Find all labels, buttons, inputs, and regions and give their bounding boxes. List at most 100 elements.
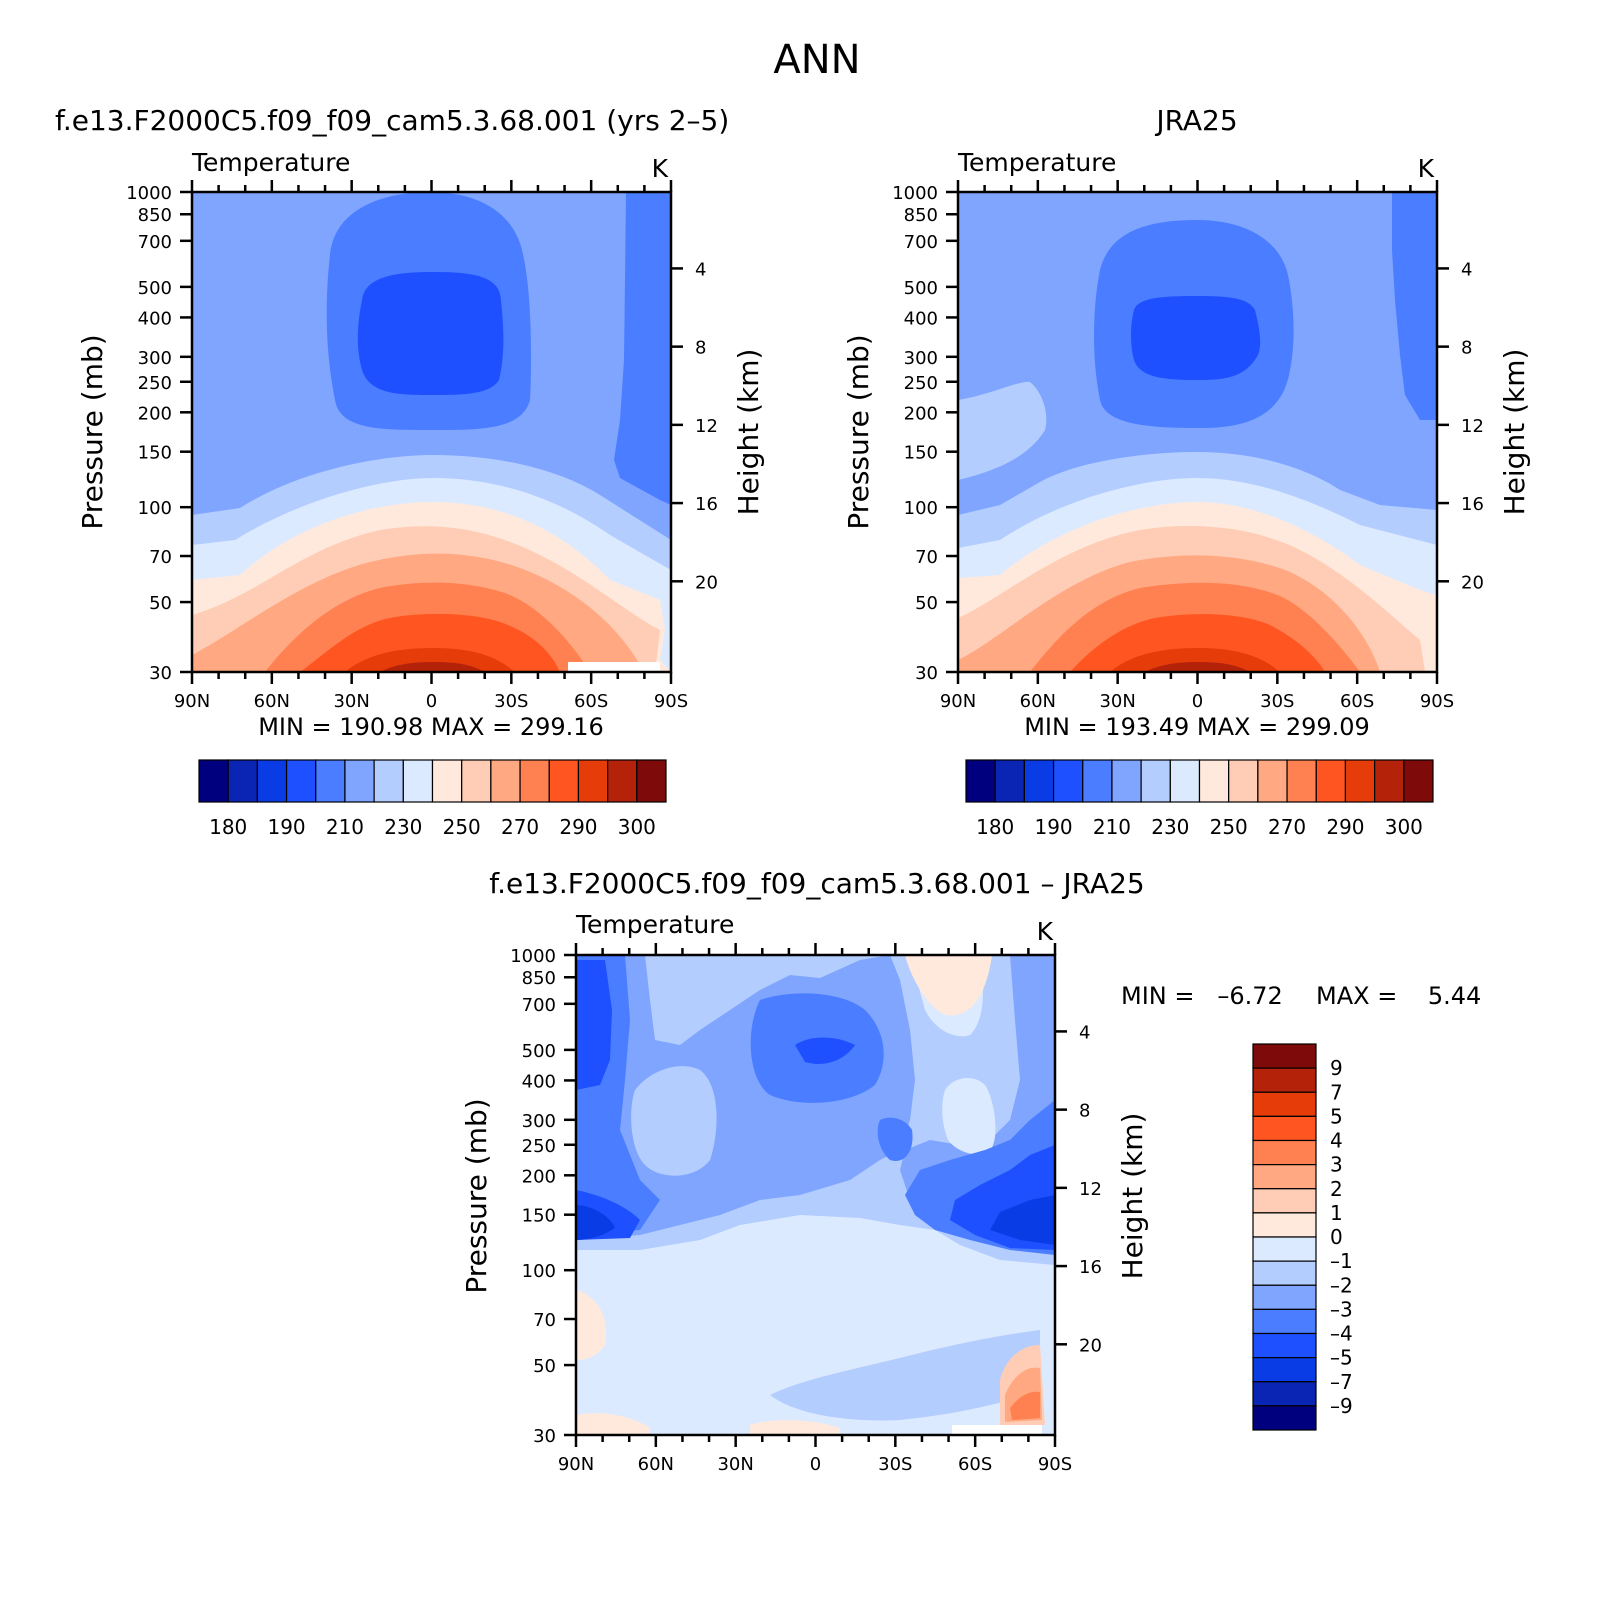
model-colorbar-swatch [287, 760, 316, 802]
model-y-right-tick-label: 8 [695, 338, 706, 359]
obs-y-right-tick-label: 12 [1461, 416, 1484, 437]
obs-contour-band [1131, 296, 1260, 380]
diff-y-right-tick-label: 12 [1079, 1179, 1102, 1200]
model-y-right-tick-label: 16 [695, 494, 718, 515]
model-y-axis-label: Pressure (mb) [76, 334, 109, 529]
model-y-tick-label: 200 [138, 403, 172, 424]
obs-y-tick-label: 250 [904, 373, 938, 394]
model-colorbar-label: 230 [384, 815, 422, 839]
diff-x-tick-label: 30S [878, 1454, 912, 1475]
diff-colorbar-swatch [1253, 1334, 1316, 1358]
diff-missing-data [952, 1425, 1042, 1435]
diff-colorbar-label: 0 [1330, 1225, 1343, 1249]
obs-y-right-tick-label: 4 [1461, 259, 1472, 280]
obs-x-tick-label: 0 [1192, 691, 1203, 712]
diff-subtitle-left: Temperature [575, 910, 734, 939]
obs-colorbar-swatch [1024, 760, 1053, 802]
obs-colorbar-swatch [1112, 760, 1141, 802]
model-y-tick-label: 850 [138, 205, 172, 226]
model-colorbar-swatch [608, 760, 637, 802]
model-colorbar-swatch [549, 760, 578, 802]
obs-x-tick-label: 60N [1020, 691, 1056, 712]
obs-colorbar-swatch [1316, 760, 1345, 802]
model-x-tick-label: 30N [333, 691, 369, 712]
diff-colorbar-swatch [1253, 1358, 1316, 1382]
model-units-label: K [652, 154, 669, 183]
model-y-right-tick-label: 12 [695, 416, 718, 437]
model-y-tick-label: 500 [138, 278, 172, 299]
model-y-tick-label: 70 [149, 547, 172, 568]
diff-colorbar-swatch [1253, 1213, 1316, 1237]
model-colorbar-swatch [316, 760, 345, 802]
model-y-tick-label: 400 [138, 308, 172, 329]
diff-y-tick-label: 700 [522, 995, 556, 1016]
diff-y-tick-label: 1000 [510, 946, 556, 967]
diff-panel: f.e13.F2000C5.f09_f09_cam5.3.68.001 – JR… [460, 867, 1481, 1475]
obs-colorbar-swatch [1258, 760, 1287, 802]
diff-y-tick-label: 100 [522, 1261, 556, 1282]
diff-colorbar-label: 5 [1330, 1104, 1343, 1128]
obs-x-tick-label: 90N [940, 691, 976, 712]
obs-panel-title: JRA25 [1154, 104, 1237, 137]
model-colorbar-swatch [257, 760, 286, 802]
obs-x-tick-label: 30N [1099, 691, 1135, 712]
obs-y-right-tick-label: 8 [1461, 338, 1472, 359]
model-colorbar-label: 210 [326, 815, 364, 839]
model-colorbar-swatch [433, 760, 462, 802]
diff-colorbar-swatch [1253, 1189, 1316, 1213]
diff-colorbar-swatch [1253, 1237, 1316, 1261]
obs-colorbar-swatch [1375, 760, 1404, 802]
diff-colorbar-label: 9 [1330, 1056, 1343, 1080]
model-y-tick-label: 150 [138, 443, 172, 464]
obs-colorbar-swatch [1054, 760, 1083, 802]
obs-panel: JRA25 Temperature K 30507010015020025030… [842, 104, 1531, 839]
diff-y-tick-label: 150 [522, 1206, 556, 1227]
diff-y-tick-label: 500 [522, 1041, 556, 1062]
model-colorbar-swatch [199, 760, 228, 802]
diff-x-tick-label: 30N [717, 1454, 753, 1475]
model-missing-data [568, 662, 660, 672]
obs-y-tick-label: 100 [904, 498, 938, 519]
model-panel-title: f.e13.F2000C5.f09_f09_cam5.3.68.001 (yrs… [55, 104, 729, 137]
obs-colorbar: 180 190 210 230 250 270 290 300 [966, 760, 1433, 839]
obs-colorbar-swatch [1404, 760, 1433, 802]
diff-units-label: K [1037, 917, 1054, 946]
model-colorbar-label: 190 [267, 815, 305, 839]
obs-y-tick-label: 50 [915, 593, 938, 614]
obs-subtitle-left: Temperature [957, 148, 1116, 177]
diff-colorbar-label: 3 [1330, 1153, 1343, 1177]
diff-y-right-tick-label: 16 [1079, 1257, 1102, 1278]
model-colorbar-label: 250 [443, 815, 481, 839]
model-contour-band [358, 272, 504, 395]
diff-colorbar-swatch [1253, 1092, 1316, 1116]
diff-colorbar-label: –5 [1330, 1346, 1353, 1370]
model-x-tick-label: 90S [654, 691, 688, 712]
obs-y-tick-label: 300 [904, 348, 938, 369]
diff-colorbar-swatch [1253, 1382, 1316, 1406]
obs-colorbar-label: 250 [1210, 815, 1248, 839]
model-colorbar-label: 300 [618, 815, 656, 839]
diff-y-tick-label: 400 [522, 1071, 556, 1092]
model-colorbar-swatch [578, 760, 607, 802]
diff-colorbar-label: –9 [1330, 1394, 1353, 1418]
obs-colorbar-swatch [1287, 760, 1316, 802]
model-colorbar-swatch [374, 760, 403, 802]
model-y-tick-label: 50 [149, 593, 172, 614]
model-subtitle-left: Temperature [191, 148, 350, 177]
model-y-tick-label: 1000 [126, 183, 172, 204]
obs-colorbar-label: 210 [1093, 815, 1131, 839]
model-panel: f.e13.F2000C5.f09_f09_cam5.3.68.001 (yrs… [55, 104, 765, 839]
obs-contour-field [958, 192, 1437, 672]
obs-y-axis-label: Pressure (mb) [842, 334, 875, 529]
diff-colorbar-swatch [1253, 1309, 1316, 1333]
model-colorbar-swatch [228, 760, 257, 802]
diff-y-right-tick-label: 4 [1079, 1022, 1090, 1043]
model-x-tick-label: 90N [174, 691, 210, 712]
obs-y-tick-label: 200 [904, 403, 938, 424]
diff-y-tick-label: 200 [522, 1166, 556, 1187]
diff-x-tick-label: 0 [810, 1454, 821, 1475]
diff-y-axis-label: Pressure (mb) [460, 1098, 493, 1293]
obs-colorbar-label: 290 [1326, 815, 1364, 839]
diff-x-tick-label: 90S [1038, 1454, 1072, 1475]
model-min-max: MIN = 190.98 MAX = 299.16 [258, 713, 604, 741]
